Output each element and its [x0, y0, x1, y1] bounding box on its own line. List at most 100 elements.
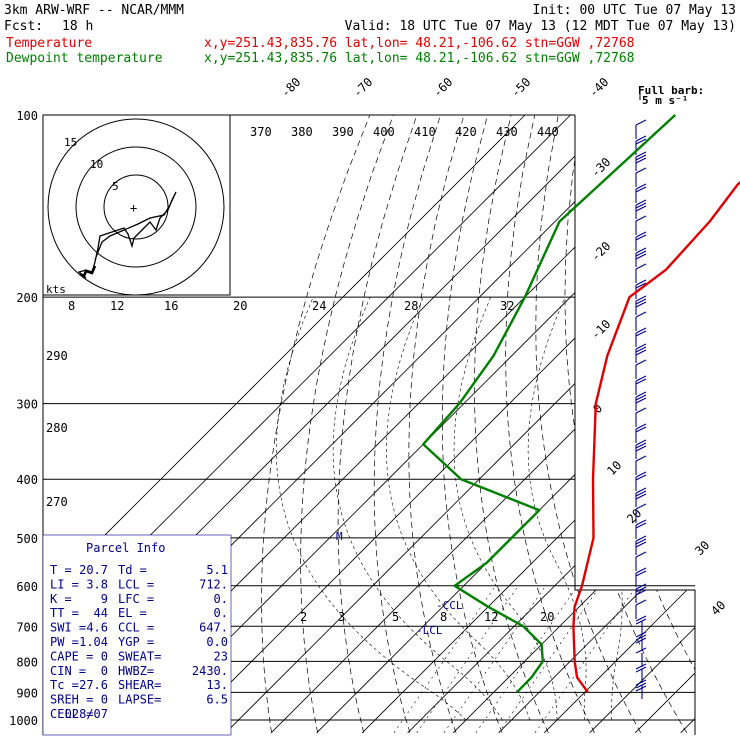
parcel-row-4-col-0: SWI = — [50, 621, 86, 635]
parcel-row-4-col-3: 647. — [199, 621, 228, 635]
parcel-row-5-col-3: 0.0 — [206, 635, 228, 649]
moist-adiabat — [275, 296, 467, 721]
parcel-row-0-col-2: Td = — [118, 563, 147, 577]
parcel-row-3-col-1: 44 — [94, 606, 108, 620]
dry-adiabat — [373, 115, 441, 733]
isotherm-line — [316, 115, 695, 734]
dry-adiabat — [723, 115, 740, 733]
wind-barb — [635, 455, 647, 475]
isotherm-label-10: 10 — [604, 458, 624, 478]
wind-barb — [635, 551, 647, 571]
wind-barb — [635, 199, 647, 219]
parcel-row-6-col-0: CAPE = — [50, 649, 93, 663]
theta-label-280: 280 — [46, 421, 68, 435]
pressure-label-300: 300 — [16, 398, 38, 412]
parcel-info-title: Parcel Info — [86, 541, 165, 555]
parcel-row-9-col-3: 6.5 — [206, 693, 228, 707]
parcel-row-1-col-1: 3.8 — [86, 577, 108, 591]
parcel-row-8-col-0: Tc = — [50, 678, 79, 692]
isotherm-line — [452, 115, 695, 734]
wind-barb — [635, 151, 647, 171]
theta-e-label-390: 390 — [332, 125, 354, 139]
dry-adiabat — [408, 115, 465, 733]
parcel-row-10-col-0: CELL = — [50, 707, 93, 721]
mixing-ratio-label-12: 12 — [484, 610, 498, 624]
wind-barb — [635, 295, 647, 315]
parcel-row-3-col-2: EL = — [118, 606, 147, 620]
dry-adiabat — [592, 115, 695, 733]
speed-label-12: 12 — [110, 299, 124, 313]
parcel-row-3-col-0: TT = — [50, 606, 79, 620]
wind-barb — [635, 471, 647, 491]
pressure-label-800: 800 — [16, 655, 38, 669]
isotherm-label--60: -60 — [430, 75, 455, 100]
parcel-row-2-col-3: 0. — [214, 592, 228, 606]
wind-barb — [635, 311, 647, 331]
dry-adiabat — [261, 115, 371, 733]
isotherm-label-20: 20 — [624, 506, 644, 526]
isotherm-label-0: 0 — [590, 401, 605, 416]
speed-label-8: 8 — [68, 299, 75, 313]
level-label: M — [336, 530, 343, 543]
pressure-label-1000: 1000 — [9, 714, 38, 728]
dewpoint-profile — [422, 114, 677, 694]
speed-label-32: 32 — [500, 299, 514, 313]
isotherm-label--80: -80 — [278, 75, 303, 100]
temperature-legend-name: Temperature — [6, 36, 92, 51]
dewpoint-legend-info: x,y=251.43,835.76 lat,lon= 48.21,-106.62… — [204, 51, 634, 66]
wind-barb — [635, 679, 647, 699]
wind-barb — [635, 327, 647, 347]
isotherm-line — [179, 115, 695, 734]
theta-e-label-420: 420 — [455, 125, 477, 139]
parcel-row-8-col-1: 27.6 — [79, 678, 108, 692]
wind-barb — [635, 583, 647, 603]
dry-adiabat — [535, 115, 642, 733]
moist-adiabat — [386, 296, 530, 721]
hodo-ring-15: 15 — [64, 136, 77, 149]
mixing-ratio-line — [498, 585, 601, 733]
temperature-legend-info: x,y=251.43,835.76 lat,lon= 48.21,-106.62… — [204, 36, 634, 51]
wind-barb — [635, 615, 647, 635]
parcel-row-5-col-2: YGP = — [118, 635, 154, 649]
barb-legend-line1: Full barb: — [638, 84, 704, 97]
dry-adiabat — [441, 115, 503, 733]
parcel-row-10-col-1: 028/07 — [65, 707, 108, 721]
dry-adiabat — [620, 115, 695, 734]
isotherm-line — [43, 115, 526, 734]
parcel-row-5-col-0: PW = — [50, 635, 79, 649]
wind-barb — [635, 567, 647, 587]
dewpoint-legend-name: Dewpoint temperature — [6, 51, 163, 66]
parcel-row-1-col-3: 712. — [199, 577, 228, 591]
parcel-row-3-col-3: 0. — [214, 606, 228, 620]
hodo-ring-10: 10 — [90, 158, 103, 171]
parcel-row-9-col-1: 0 — [101, 693, 108, 707]
theta-e-label-400: 400 — [373, 125, 395, 139]
parcel-info-panel: Parcel Info T = 20.7 Td = 5.1 LI = 3.8 LCL = 71… — [42, 534, 232, 736]
parcel-row-7-col-1: 0 — [101, 664, 108, 678]
hodo-trace-start — [79, 265, 97, 278]
wind-barb — [635, 487, 647, 507]
parcel-row-9-col-0: SREH = — [50, 693, 93, 707]
parcel-row-6-col-1: 0 — [101, 649, 108, 663]
theta-e-label-370: 370 — [250, 125, 272, 139]
theta-e-label-440: 440 — [537, 125, 559, 139]
parcel-row-2-col-0: K = — [50, 592, 72, 606]
right-frame — [574, 115, 696, 735]
wind-barb — [635, 631, 647, 651]
wind-barb — [635, 663, 647, 683]
wind-barb — [635, 439, 647, 459]
level-label: -LCL — [416, 624, 443, 637]
forecast-hour: 18 h — [62, 19, 93, 34]
parcel-row-0-col-3: 5.1 — [206, 563, 228, 577]
pressure-label-100: 100 — [16, 109, 38, 123]
temperature-profile — [572, 180, 740, 694]
hodo-trace — [77, 191, 177, 279]
parcel-row-7-col-0: CIN = — [50, 664, 86, 678]
theta-label-270: 270 — [46, 495, 68, 509]
mixing-ratio-label-2: 2 — [300, 610, 307, 624]
theta-e-label-430: 430 — [496, 125, 518, 139]
theta-e-label-410: 410 — [414, 125, 436, 139]
hodo-center: + — [130, 201, 137, 215]
dry-adiabat — [564, 115, 688, 733]
isotherm-label-40: 40 — [708, 598, 728, 618]
